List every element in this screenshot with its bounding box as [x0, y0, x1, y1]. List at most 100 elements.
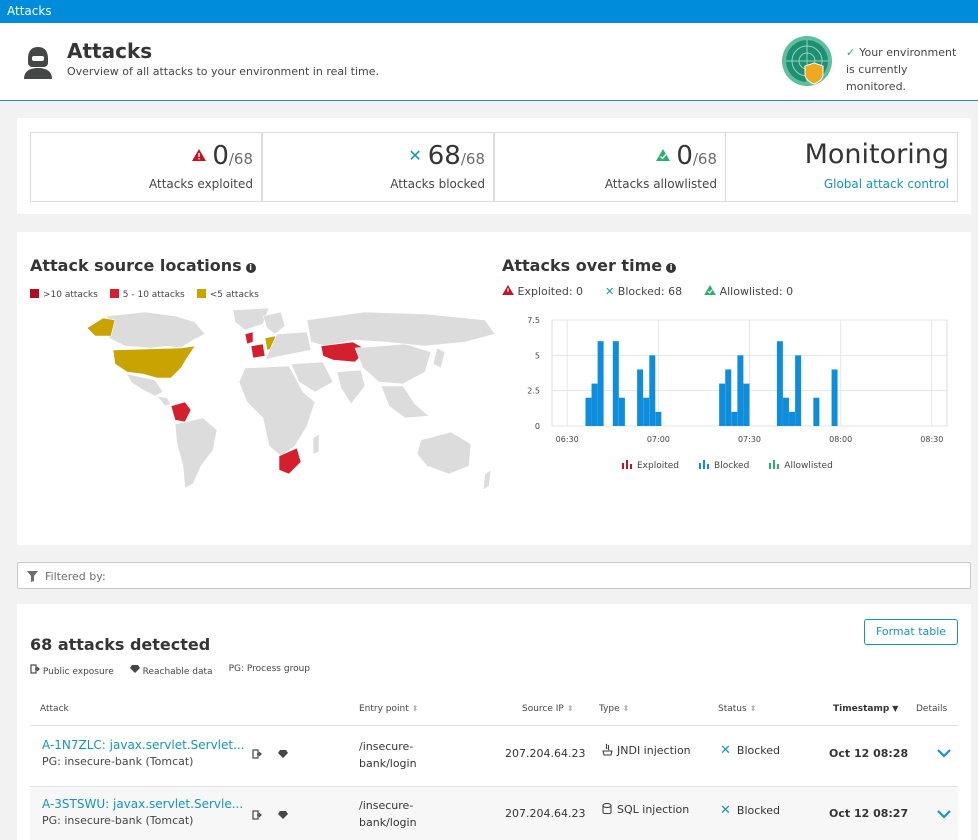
map-madagascar — [312, 433, 320, 455]
chart-bar — [795, 355, 802, 426]
chevron-down-icon[interactable] — [937, 809, 951, 819]
col-entry-point[interactable]: Entry point ⬍ — [359, 704, 419, 714]
map-mexico — [126, 373, 164, 397]
filter-input[interactable]: Filtered by: — [17, 562, 971, 589]
map-france — [250, 343, 266, 359]
exploited-count: Exploited: 0 — [502, 285, 583, 298]
map-new-zealand — [482, 469, 492, 491]
timestamp: Oct 12 08:28 — [829, 747, 909, 760]
locations-legend: >10 attacks 5 - 10 attacks <5 attacks — [30, 289, 259, 300]
map-south-africa — [278, 447, 302, 475]
attack-stats-panel: 0/68 Attacks exploited ✕ 68/68 Attacks bl… — [17, 118, 971, 214]
source-ip: 207.204.64.23 — [505, 747, 586, 760]
chart-bar — [597, 341, 604, 426]
radar-shield-icon — [782, 36, 832, 86]
over-time-summary: Exploited: 0 ✕ Blocked: 68 Allowlisted: … — [502, 285, 793, 298]
chevron-down-icon[interactable] — [937, 748, 951, 758]
table-row[interactable]: A-3STSWU: javax.servlet.Servle... PG: in… — [30, 787, 958, 840]
public-exposure-icon — [30, 664, 40, 674]
page-title: Attacks — [67, 39, 153, 63]
col-status[interactable]: Status ⬍ — [718, 704, 757, 714]
stat-attack-control: Monitoring Global attack control — [726, 132, 958, 202]
attack-insights-panel: Attack source locations i >10 attacks 5 -… — [17, 232, 971, 545]
legend-blocked[interactable]: Blocked — [699, 460, 749, 471]
x-tick-label: 07:30 — [738, 435, 761, 444]
col-type[interactable]: Type ⬍ — [599, 704, 630, 714]
chart-bar — [585, 397, 592, 426]
chart-bar — [725, 369, 732, 426]
bars-icon — [769, 460, 780, 469]
map-central-america — [156, 395, 172, 407]
map-russia — [306, 311, 496, 347]
java-icon — [602, 743, 613, 756]
chart-bar — [737, 355, 744, 426]
map-colombia — [170, 401, 192, 423]
entry-point: /insecure-bank/login — [359, 740, 417, 770]
app-title-bar: Attacks — [0, 0, 978, 23]
chart-bar — [776, 341, 783, 426]
sort-icon: ⬍ — [411, 704, 419, 713]
map-alaska — [86, 317, 116, 337]
global-attack-control-link[interactable]: Global attack control — [823, 177, 949, 191]
attacks-table-panel: 68 attacks detected Format table Public … — [17, 604, 971, 840]
map-australia — [416, 431, 472, 475]
x-tick-label: 08:30 — [920, 435, 943, 444]
diamond-icon — [129, 665, 140, 673]
stat-exploited: 0/68 Attacks exploited — [30, 132, 262, 202]
chart-bar — [618, 397, 625, 426]
attack-link[interactable]: A-3STSWU: javax.servlet.Servle... — [42, 797, 244, 811]
info-icon[interactable]: i — [245, 263, 256, 273]
attack-control-mode: Monitoring — [804, 139, 949, 170]
chart-bar — [731, 411, 738, 426]
status-badge: ✕ Blocked — [720, 743, 781, 758]
chart-bar — [831, 369, 838, 426]
chart-bar — [643, 397, 650, 426]
sort-icon: ⬍ — [622, 704, 630, 713]
y-tick-label: 0 — [535, 422, 540, 431]
table-row[interactable]: A-1N7ZLC: javax.servlet.Servlet... PG: i… — [30, 726, 958, 786]
page-header: Attacks Overview of all attacks to your … — [0, 23, 978, 101]
allowlist-triangle-icon — [704, 285, 716, 295]
chart-bar — [813, 397, 820, 426]
map-china — [354, 343, 432, 385]
x-icon: ✕ — [605, 285, 615, 298]
map-europe-east — [264, 331, 312, 361]
map-greenland — [232, 307, 270, 331]
map-canada — [106, 311, 206, 349]
legend-exploited[interactable]: Exploited — [622, 460, 679, 471]
col-timestamp[interactable]: Timestamp ▼ — [833, 704, 899, 714]
monitoring-status: ✓ Your environment is currently monitored… — [846, 46, 957, 93]
map-uk — [244, 331, 254, 345]
allowlisted-count: Allowlisted: 0 — [704, 285, 793, 298]
map-japan — [432, 347, 446, 369]
col-attack[interactable]: Attack — [40, 704, 69, 714]
attack-link[interactable]: A-1N7ZLC: javax.servlet.Servlet... — [42, 738, 245, 752]
format-table-button[interactable]: Format table — [864, 619, 958, 645]
legend-low: <5 attacks — [196, 289, 259, 300]
info-icon[interactable]: i — [666, 263, 677, 273]
process-group: PG: insecure-bank (Tomcat) — [42, 814, 194, 827]
map-india — [336, 369, 366, 405]
map-south-america — [174, 417, 218, 489]
chart-bar — [637, 369, 644, 426]
legend-medium: 5 - 10 attacks — [109, 289, 185, 300]
legend-allowlisted[interactable]: Allowlisted — [769, 460, 833, 471]
sort-desc-icon: ▼ — [892, 704, 899, 713]
public-exposure-icon — [252, 749, 262, 759]
sort-icon: ⬍ — [566, 704, 574, 713]
warning-triangle-icon — [192, 146, 207, 165]
x-tick-label: 07:00 — [647, 435, 670, 444]
y-tick-label: 7.5 — [527, 316, 540, 325]
x-tick-label: 08:00 — [829, 435, 852, 444]
page-subtitle: Overview of all attacks to your environm… — [67, 65, 380, 78]
chart-bar — [782, 397, 789, 426]
map-scandinavia — [262, 311, 286, 335]
col-source-ip[interactable]: Source IP ⬍ — [522, 704, 574, 714]
process-group: PG: insecure-bank (Tomcat) — [42, 755, 194, 768]
attacks-over-time-chart[interactable]: 0 2.5 5 7.5 06:30 07:00 07:30 08:00 08:30 — [500, 312, 960, 482]
locations-title: Attack source locations i — [30, 256, 256, 275]
world-map[interactable] — [85, 306, 505, 501]
diamond-icon — [278, 750, 288, 758]
map-middle-east — [290, 361, 334, 393]
legend-high: >10 attacks — [30, 289, 98, 300]
